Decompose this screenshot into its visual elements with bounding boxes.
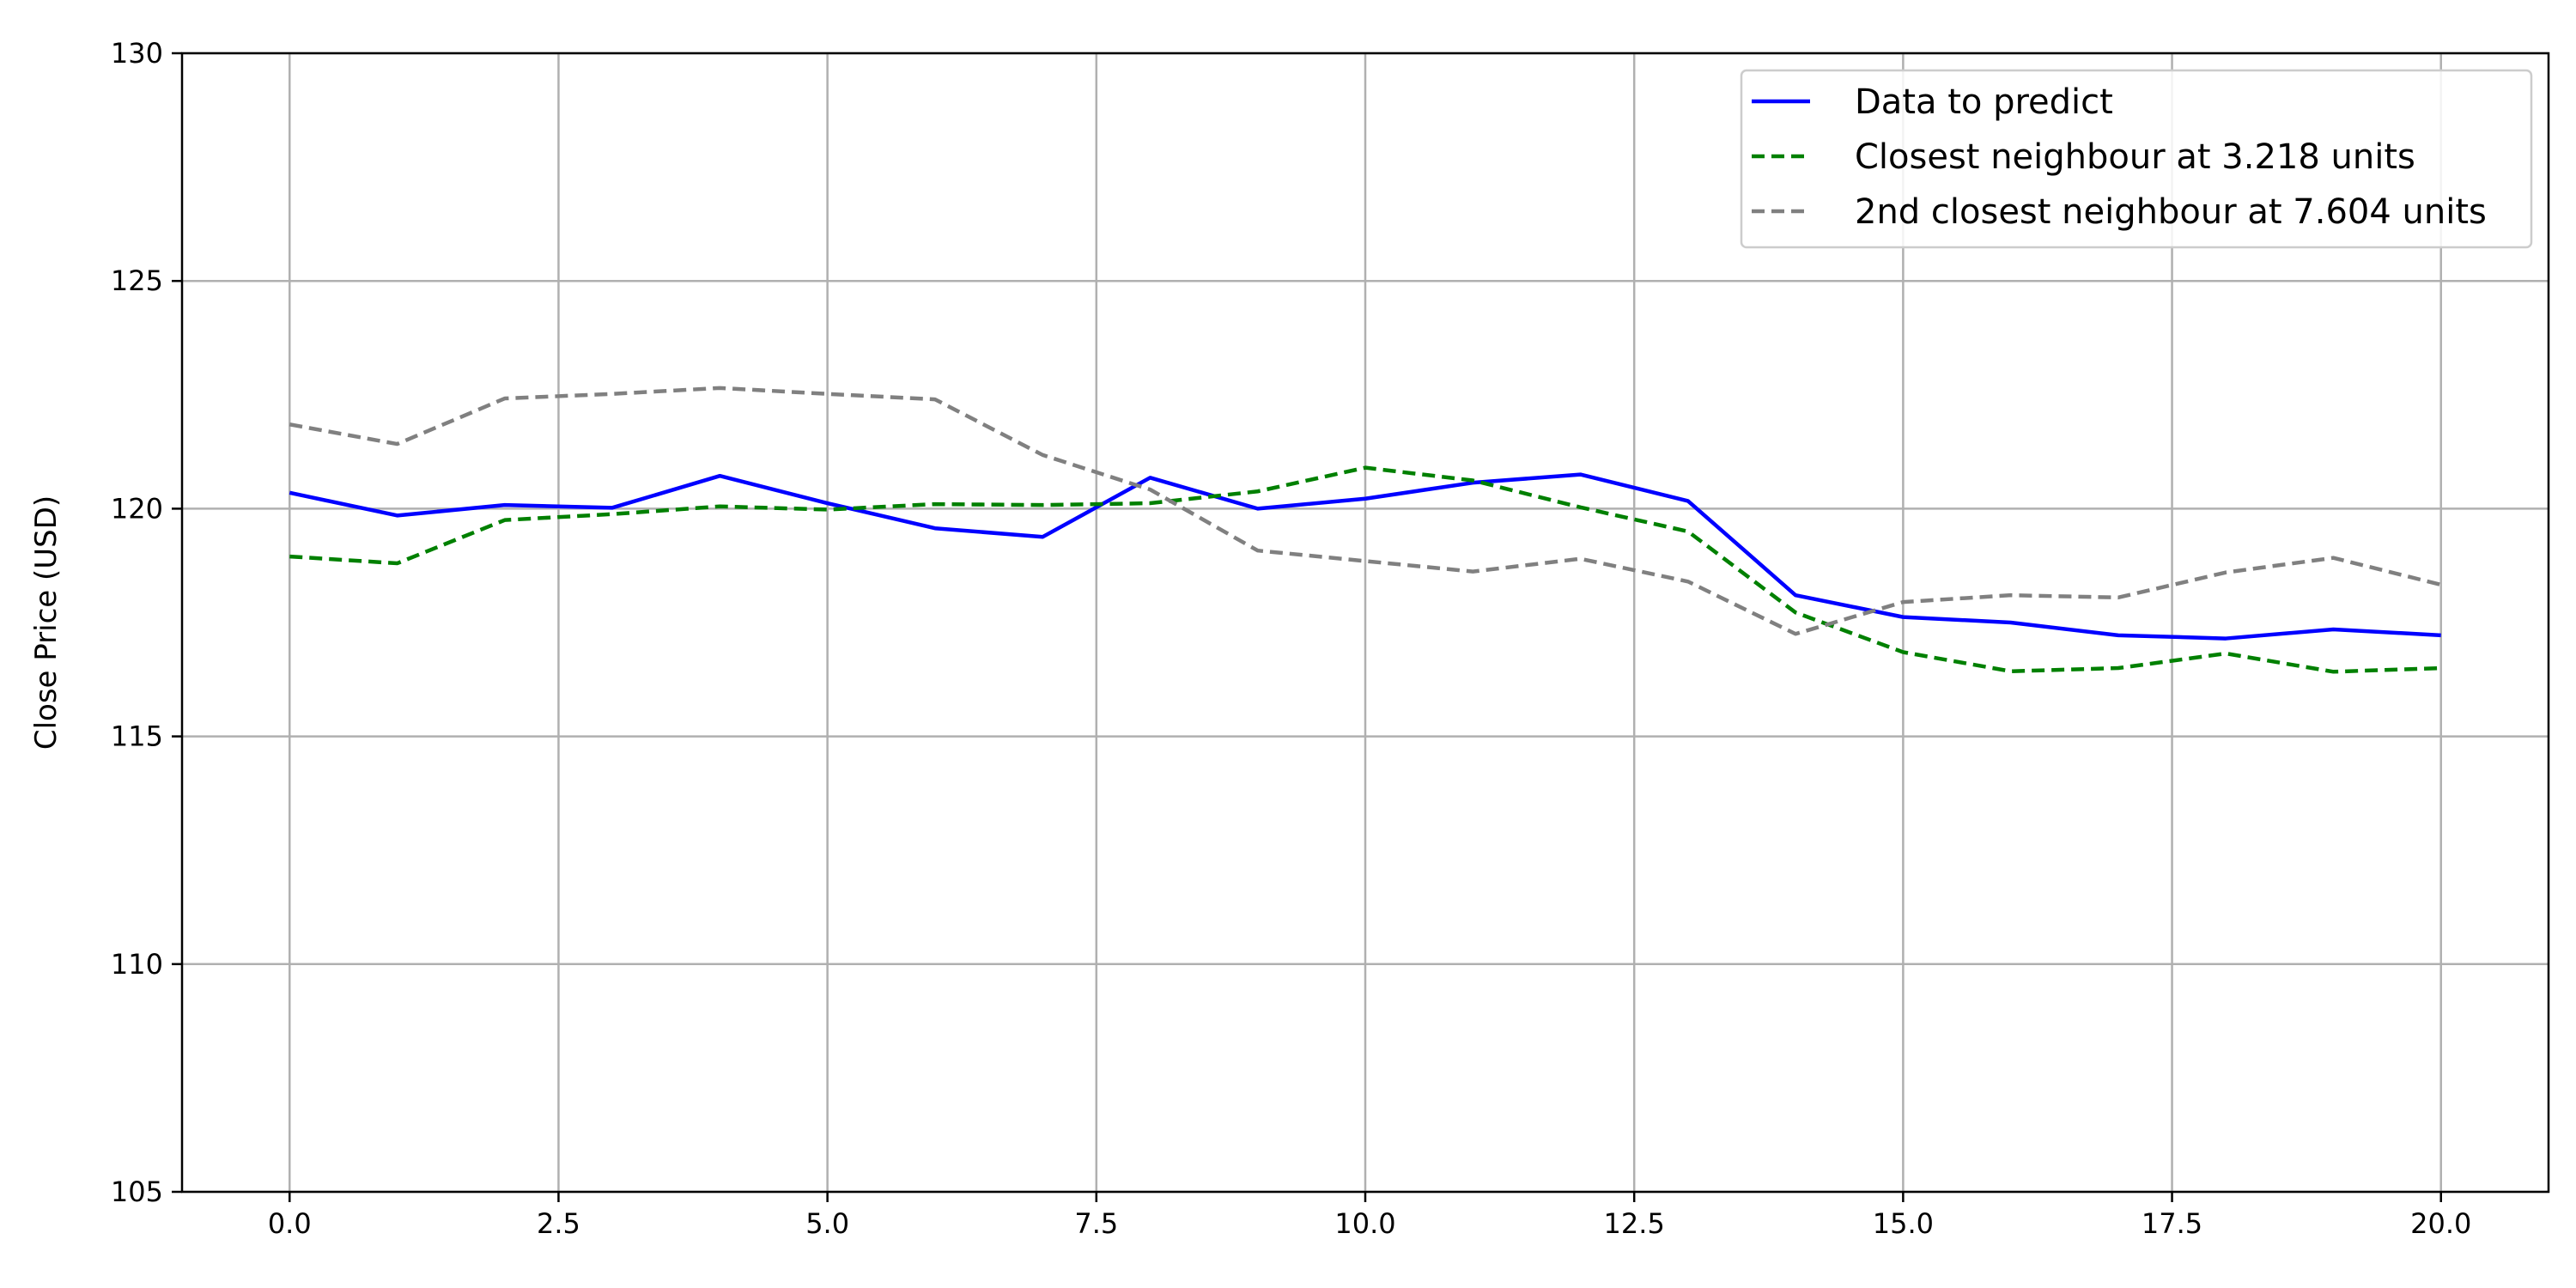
y-tick-label: 120 [111, 492, 163, 525]
legend-label: 2nd closest neighbour at 7.604 units [1855, 192, 2487, 232]
legend: Data to predict Closest neighbour at 3.21… [1740, 69, 2533, 249]
series-lines [289, 386, 2442, 674]
x-tick-label: 12.5 [1604, 1207, 1665, 1240]
x-axis-ticks: 0.0 2.5 5.0 7.5 10.0 12.5 15.0 17.5 20.0 [268, 1192, 2471, 1240]
y-tick-label: 130 [111, 37, 163, 70]
legend-label: Closest neighbour at 3.218 units [1855, 137, 2415, 177]
y-tick-label: 125 [111, 264, 163, 297]
x-tick-label: 15.0 [1873, 1207, 1934, 1240]
y-tick-label: 110 [111, 948, 163, 981]
x-tick-label: 10.0 [1334, 1207, 1395, 1240]
legend-box [1740, 69, 2533, 249]
series-line-0 [289, 472, 2441, 641]
y-tick-label: 115 [111, 720, 163, 753]
y-axis-ticks: 105 110 115 120 125 130 [111, 37, 182, 1208]
x-tick-label: 2.5 [537, 1207, 580, 1240]
x-tick-label: 0.0 [268, 1207, 312, 1240]
series-line-1 [289, 465, 2441, 674]
x-tick-label: 20.0 [2410, 1207, 2471, 1240]
x-tick-label: 7.5 [1074, 1207, 1118, 1240]
x-tick-label: 5.0 [805, 1207, 849, 1240]
legend-label: Data to predict [1855, 82, 2113, 122]
x-tick-label: 17.5 [2142, 1207, 2202, 1240]
y-tick-label: 105 [111, 1176, 163, 1208]
series-line-2 [289, 386, 2442, 636]
y-axis-label: Close Price (USD) [29, 495, 64, 750]
